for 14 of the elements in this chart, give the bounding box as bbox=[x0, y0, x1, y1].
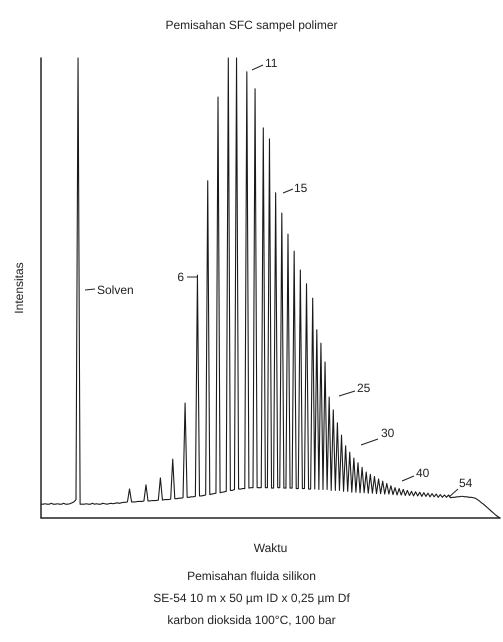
y-axis-title: Intensitas bbox=[12, 262, 26, 314]
annotation: 15 bbox=[294, 181, 308, 195]
annotation: 6 bbox=[177, 270, 184, 284]
text: SE-54 10 m x 50 µm ID x 0,25 µm Df bbox=[153, 591, 350, 605]
annotation: 30 bbox=[381, 426, 395, 440]
chart-title: Pemisahan SFC sampel polimer bbox=[165, 18, 338, 32]
annotation: 25 bbox=[357, 381, 371, 395]
x-axis-title: Waktu bbox=[254, 541, 288, 555]
annotation: Solven bbox=[97, 283, 134, 297]
text: karbon dioksida 100°C, 100 bar bbox=[167, 613, 336, 627]
annotation: 40 bbox=[416, 466, 430, 480]
text: Pemisahan fluida silikon bbox=[187, 569, 316, 583]
annotation: 54 bbox=[459, 476, 473, 490]
annotation: 11 bbox=[265, 56, 278, 70]
